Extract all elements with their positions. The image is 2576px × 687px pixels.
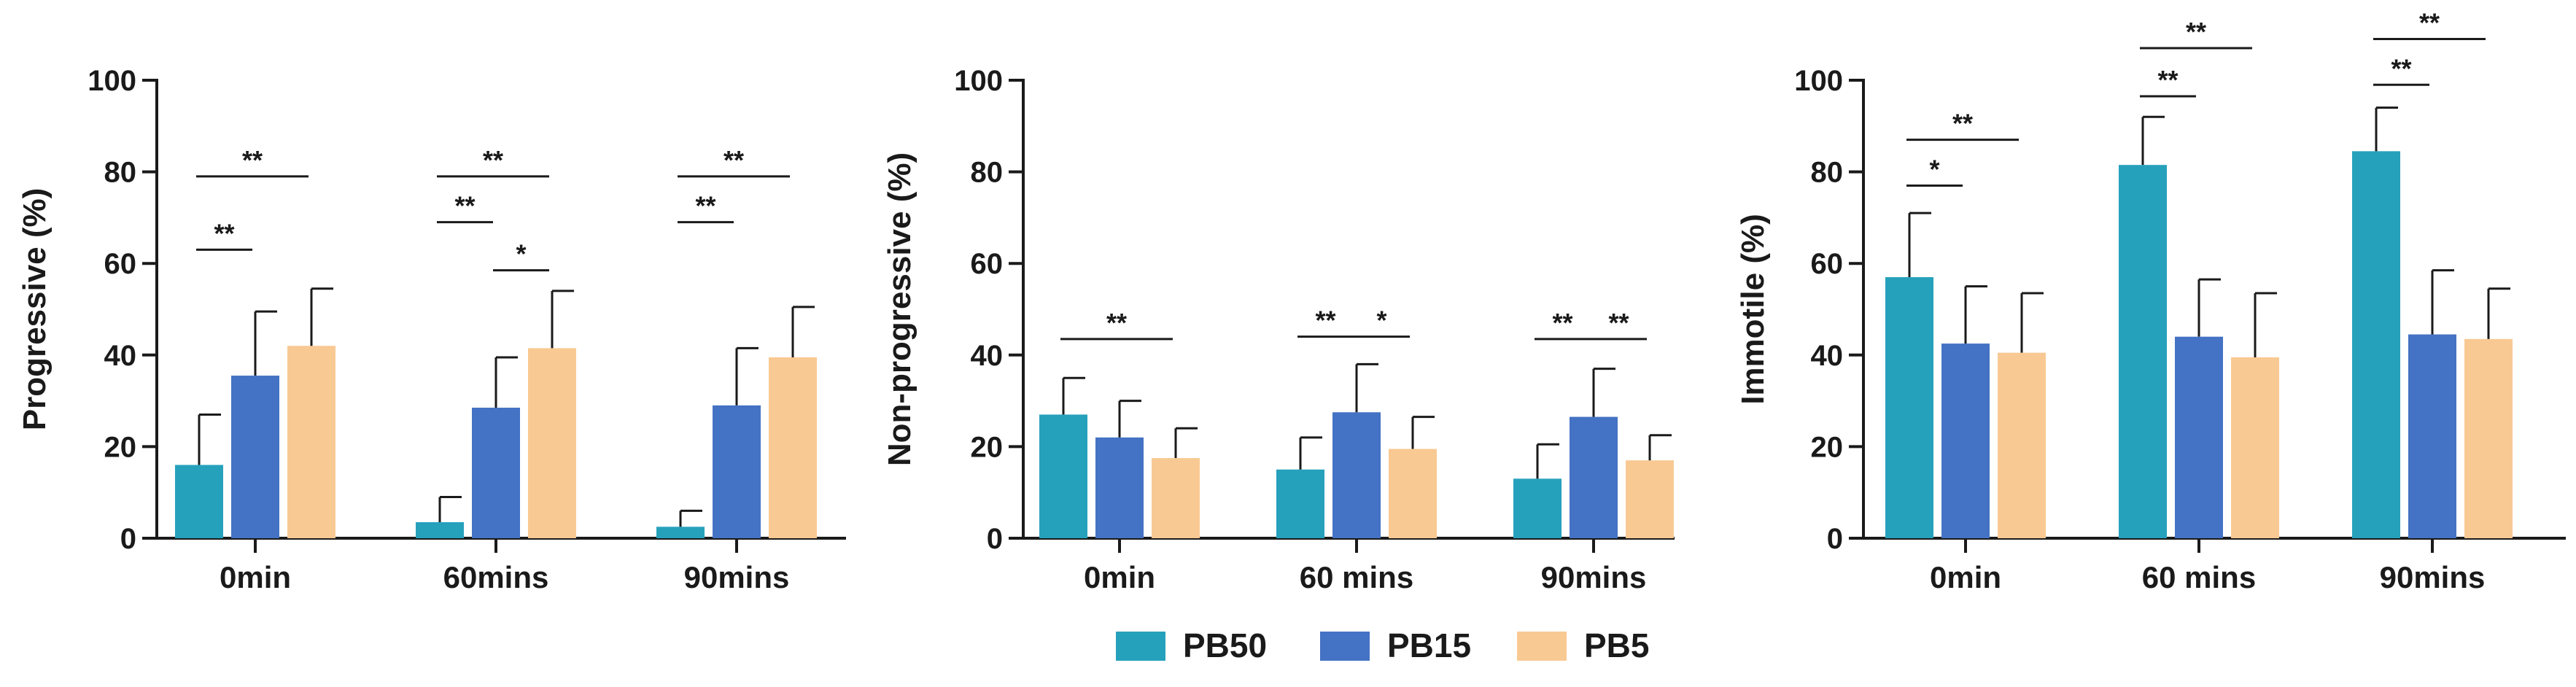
bar-pb15-60mins (472, 408, 520, 538)
bar-pb5-60mins (528, 348, 576, 538)
y-axis-title: Progressive (%) (17, 188, 53, 431)
bar-pb5-90mins (1626, 460, 1674, 538)
bar-pb5-0min (287, 346, 335, 538)
y-tick-label: 0 (120, 523, 136, 555)
bar-pb50-0min (1039, 414, 1087, 538)
x-tick-label-90mins: 90mins (2380, 560, 2486, 594)
y-tick-label: 80 (971, 157, 1004, 189)
x-tick-label-60mins: 60mins (443, 560, 549, 594)
bar-pb15-0min (1941, 344, 1990, 538)
legend-label-pb15: PB15 (1387, 626, 1471, 664)
x-tick-label-0min: 0min (1930, 560, 2001, 594)
x-tick-label-90mins: 90mins (1541, 560, 1647, 594)
bar-pb50-90mins (2352, 151, 2400, 539)
bar-pb50-0min (175, 465, 223, 538)
bar-pb5-90mins (2464, 338, 2513, 538)
bar-pb15-60-mins (2175, 336, 2223, 538)
x-tick-label-90mins: 90mins (684, 560, 790, 594)
panel-non-progressive: 0 20 40 60 80 100 Non-progressive (%) 0min 60 mi… (882, 65, 1675, 594)
significance-label: * (516, 239, 526, 269)
bar-pb15-0min (1095, 437, 1144, 538)
y-tick-label: 100 (954, 65, 1003, 97)
significance-label: ** (723, 145, 744, 175)
significance-label: ** (695, 191, 715, 221)
y-tick-label: 20 (1811, 431, 1844, 463)
bar-pb50-90mins (656, 527, 705, 538)
legend-label-pb5: PB5 (1584, 626, 1649, 664)
y-tick-label: 100 (88, 65, 136, 97)
bar-pb15-90mins (1570, 416, 1618, 538)
bar-pb50-60-mins (1276, 469, 1324, 538)
y-tick-label: 40 (971, 340, 1004, 372)
bar-pb50-60-mins (2119, 165, 2167, 538)
bar-pb15-60-mins (1332, 412, 1381, 538)
y-tick-label: 100 (1794, 65, 1843, 97)
panel-immotile: 0 20 40 60 80 100 Immotile (%) 0min 60 mins 90min… (1735, 7, 2566, 594)
legend-swatch-pb5 (1517, 632, 1567, 661)
bar-pb5-60-mins (2231, 357, 2279, 538)
y-axis-title: Immotile (%) (1735, 214, 1771, 405)
significance-label: * (1376, 306, 1386, 335)
bar-pb15-90mins (2408, 334, 2456, 538)
y-tick-label: 0 (1827, 523, 1843, 555)
significance-label: ** (483, 145, 503, 175)
x-tick-label-0min: 0min (1084, 560, 1155, 594)
significance-label: ** (242, 145, 263, 175)
panel-progressive: 0 20 40 60 80 100 Progressive (%) 0min 60mins 90m… (17, 65, 846, 594)
significance-label: ** (1552, 308, 1572, 338)
y-tick-label: 80 (104, 157, 137, 189)
x-tick-label-60-mins: 60 mins (1300, 560, 1413, 594)
bar-pb50-0min (1885, 277, 1933, 538)
legend-swatch-pb15 (1320, 632, 1370, 661)
y-tick-label: 80 (1811, 157, 1844, 189)
y-tick-label: 60 (971, 248, 1004, 280)
significance-label: * (1929, 154, 1939, 184)
legend: PB50 PB15 PB5 (1116, 626, 1649, 664)
x-tick-label-0min: 0min (220, 560, 291, 594)
significance-label: ** (1106, 308, 1127, 338)
significance-label: ** (214, 218, 234, 248)
y-tick-label: 40 (1811, 340, 1844, 372)
significance-label: ** (1608, 308, 1629, 338)
significance-label: ** (2391, 53, 2411, 83)
bar-pb5-0min (1998, 352, 2046, 538)
significance-label: ** (2186, 17, 2206, 47)
legend-label-pb50: PB50 (1183, 626, 1267, 664)
bar-pb50-60mins (416, 522, 464, 538)
bar-pb5-60-mins (1389, 449, 1437, 538)
y-tick-label: 20 (971, 431, 1004, 463)
bar-pb15-90mins (713, 405, 761, 538)
x-tick-label-60-mins: 60 mins (2142, 560, 2256, 594)
legend-swatch-pb50 (1116, 632, 1165, 661)
bar-pb5-90mins (769, 357, 817, 538)
significance-label: ** (1952, 109, 1973, 139)
significance-label: ** (2419, 7, 2440, 37)
y-tick-label: 60 (1811, 248, 1844, 280)
y-tick-label: 20 (104, 431, 137, 463)
significance-label: ** (1315, 306, 1335, 335)
y-axis-title: Non-progressive (%) (882, 152, 917, 466)
significance-label: ** (454, 191, 475, 221)
y-tick-label: 40 (104, 340, 137, 372)
y-tick-label: 0 (987, 523, 1003, 555)
bar-pb15-0min (231, 376, 279, 538)
y-tick-label: 60 (104, 248, 137, 280)
bar-pb5-0min (1152, 458, 1200, 538)
significance-label: ** (2157, 65, 2178, 95)
bar-pb50-90mins (1513, 478, 1561, 538)
